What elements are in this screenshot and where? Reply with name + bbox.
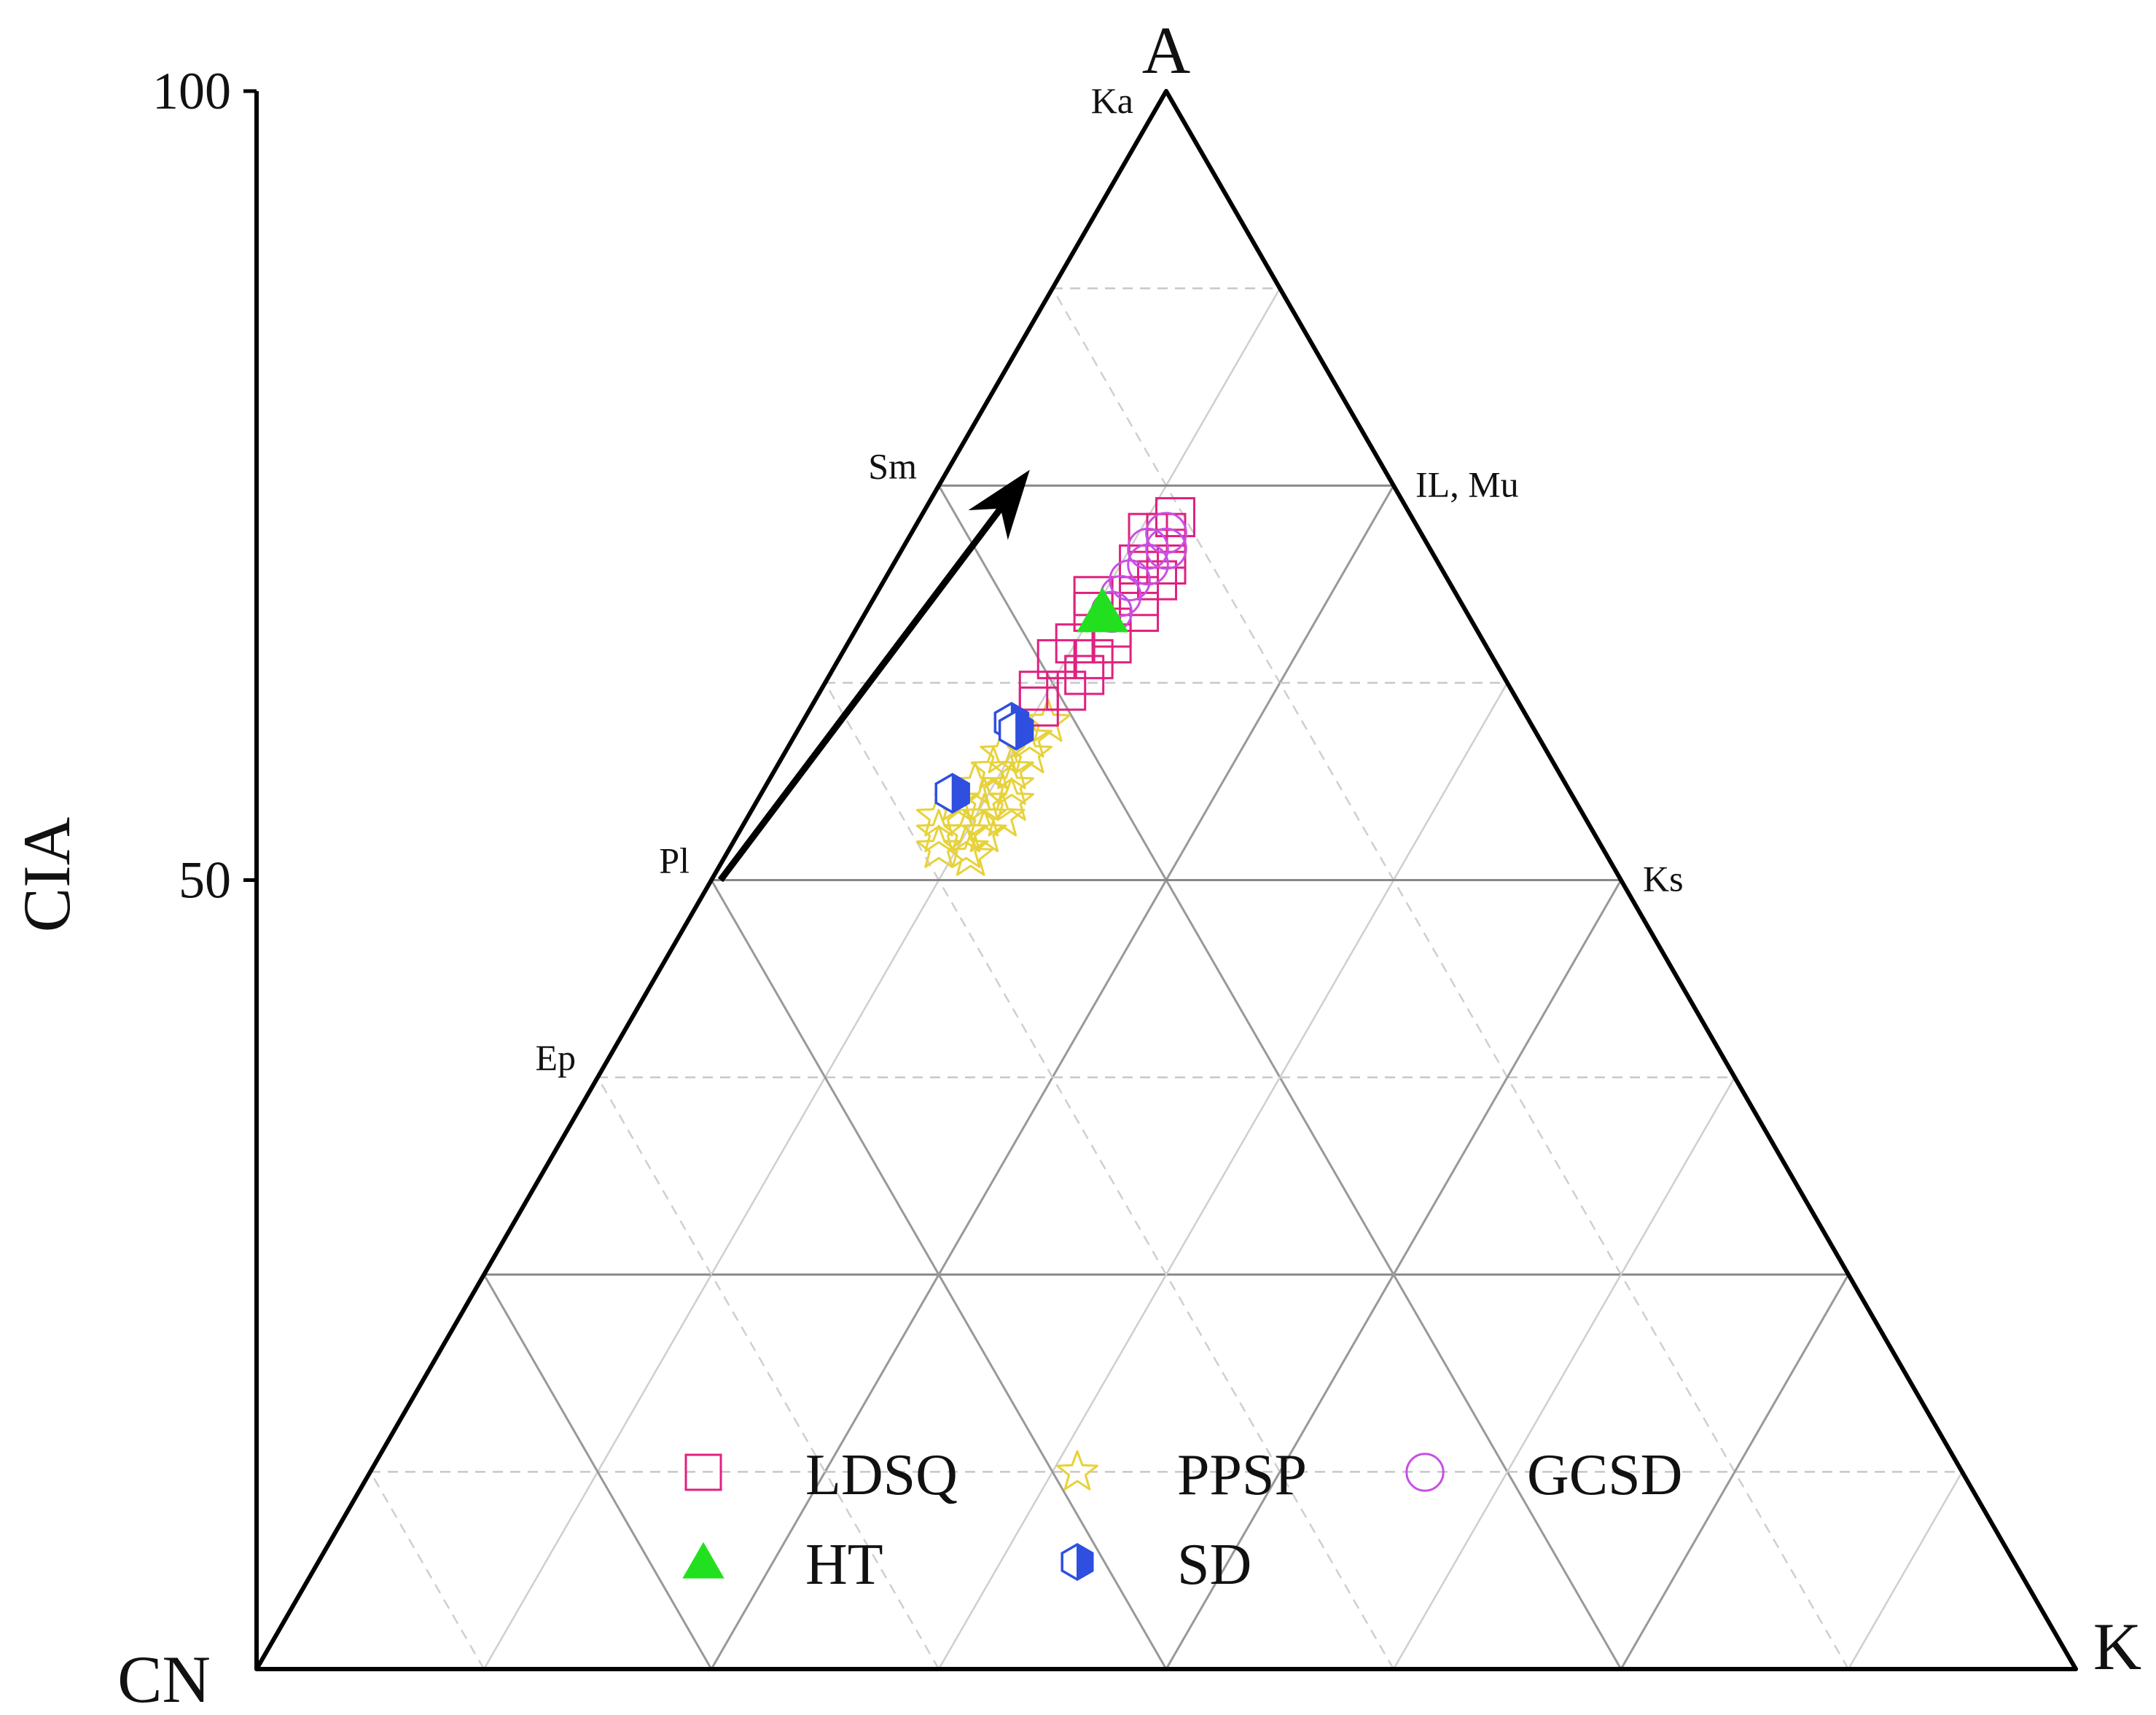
legend-label-gcsd: GCSD <box>1527 1443 1682 1507</box>
legend-label-ppsp: PPSP <box>1177 1443 1307 1507</box>
legend-item-ht: HT <box>682 1533 883 1597</box>
data-point-ldsq <box>1119 544 1160 585</box>
mineral-label: Ep <box>535 1037 576 1078</box>
data-point-gcsd <box>1109 559 1151 601</box>
grid-line <box>824 682 1395 1670</box>
legend-item-gcsd: GCSD <box>1405 1443 1682 1507</box>
data-point-ldsq <box>1018 686 1059 727</box>
y-tick-label: 100 <box>152 62 231 120</box>
mineral-label: Pl <box>659 840 690 881</box>
data-point-ldsq <box>1119 591 1160 632</box>
data-point-ht <box>1077 587 1129 633</box>
data-point-sd <box>998 709 1034 751</box>
trend-arrow <box>717 469 1030 883</box>
data-point-ppsp <box>943 808 989 853</box>
grid-line <box>1051 288 1850 1670</box>
arrow-shaft <box>717 501 1008 883</box>
legend-item-ldsq: LDSQ <box>684 1443 958 1507</box>
legend: LDSQ PPSP GCSD HT SD <box>682 1443 1682 1597</box>
data-point-gcsd <box>1145 528 1187 570</box>
legend-item-ppsp: PPSP <box>1056 1443 1307 1507</box>
y-tick-label: 50 <box>179 851 231 910</box>
grid-line <box>1847 1471 1964 1670</box>
legend-label-ldsq: LDSQ <box>805 1443 958 1507</box>
data-points <box>915 497 1195 876</box>
data-point-ldsq <box>1128 512 1168 553</box>
labels: A CN K Ka Sm IL, Mu Pl Ks Ep <box>117 13 2141 1715</box>
grid-line <box>937 682 1509 1670</box>
legend-marker-ldsq <box>684 1453 722 1491</box>
series-gcsd <box>1090 512 1187 633</box>
grid-line <box>369 1471 485 1670</box>
series-sd <box>934 701 1034 814</box>
data-point-ldsq <box>1155 497 1195 538</box>
grid-line <box>710 879 1168 1670</box>
mineral-label: Ka <box>1091 80 1133 121</box>
legend-marker-gcsd <box>1405 1453 1445 1492</box>
grid-line <box>596 1077 940 1670</box>
mineral-label: Ks <box>1643 859 1684 899</box>
legend-item-sd: SD <box>1061 1533 1251 1597</box>
legend-marker-sd <box>1061 1542 1094 1582</box>
legend-label-sd: SD <box>1177 1533 1251 1597</box>
data-point-ldsq <box>1046 671 1087 711</box>
marker-hex-fill <box>1015 710 1034 751</box>
legend-marker-ht <box>682 1542 724 1579</box>
cia-axis: 100 50 CIA <box>9 62 2076 1671</box>
data-point-gcsd <box>1145 512 1187 555</box>
mineral-label: IL, Mu <box>1415 464 1519 504</box>
grid-line <box>1165 879 1622 1670</box>
data-point-gcsd <box>1127 543 1169 586</box>
y-axis-label: CIA <box>9 817 84 932</box>
mineral-label: Sm <box>868 445 917 486</box>
marker-hex-fill <box>1077 1543 1093 1581</box>
series-ht <box>1077 587 1129 633</box>
vertex-label-cn: CN <box>117 1642 211 1711</box>
data-point-gcsd <box>1127 528 1169 570</box>
data-point-ppsp <box>961 793 1007 837</box>
vertex-label-k: K <box>2093 1609 2141 1684</box>
grid-line <box>1392 1077 1736 1670</box>
marker-hex-fill <box>951 773 970 814</box>
vertex-label-a: A <box>1142 13 1190 87</box>
grid-line <box>483 1274 713 1670</box>
data-point-ppsp <box>970 746 1017 789</box>
legend-label-ht: HT <box>805 1533 883 1597</box>
grid <box>369 287 1964 1670</box>
grid-line <box>1620 1274 1850 1670</box>
data-point-sd <box>934 773 970 814</box>
arrow-head <box>968 469 1030 540</box>
legend-marker-ppsp <box>1056 1450 1098 1491</box>
